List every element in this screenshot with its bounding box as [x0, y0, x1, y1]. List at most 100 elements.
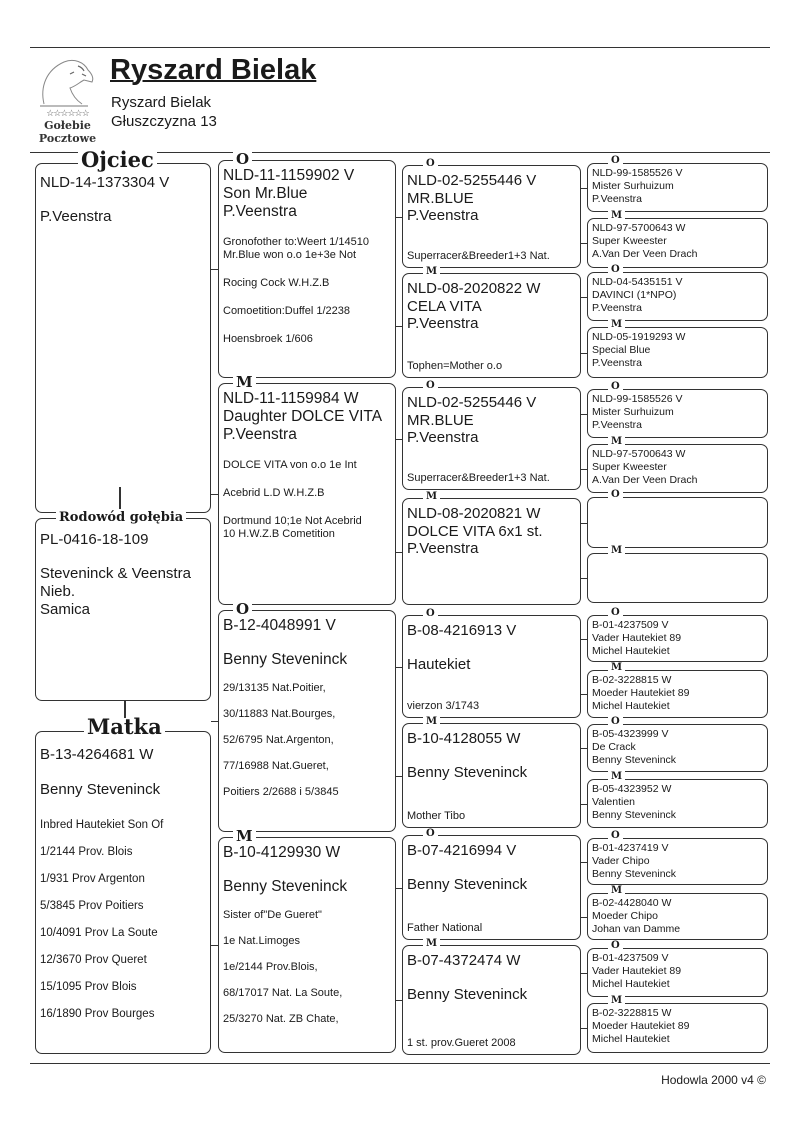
parent-line: Benny Steveninck [223, 651, 348, 668]
grandparent-box: O NLD-02-5255446 V MR.BLUE P.Veenstra Superr… [402, 158, 581, 268]
grandparent-line: MR.BLUE [407, 411, 474, 429]
pigeon-label: Rodowód gołębia [56, 509, 187, 527]
footer-rule [30, 1063, 770, 1064]
great-grandparent-line: B-01-4237509 V [592, 619, 669, 631]
logo-text-1: Gołebie [44, 119, 91, 132]
great-grandparent-line: Benny Steveninck [592, 809, 677, 821]
grandparent-line: Benny Steveninck [407, 763, 528, 781]
connector [119, 487, 121, 513]
parent-note: 30/11883 Nat.Bourges, [223, 708, 336, 720]
grandparent-line: B-08-4216913 V [407, 622, 517, 639]
grandparent-label: M [423, 938, 441, 950]
dam-note: 1/931 Prov Argenton [40, 873, 145, 885]
connector [211, 269, 218, 270]
footer-text: Hodowla 2000 v4 © [661, 1073, 766, 1087]
great-grandparent-line: NLD-04-5435151 V [592, 276, 683, 288]
dam-box: Matka B-13-4264681 W Benny Steveninck In… [35, 716, 211, 1054]
parent-label: O [233, 150, 253, 168]
grandparent-line: P.Veenstra [407, 315, 479, 332]
parent-note: 1e Nat.Limoges [223, 935, 301, 947]
parent-line: NLD-11-1159984 W [223, 390, 359, 407]
grandparent-label: O [423, 828, 438, 840]
connector [396, 1000, 402, 1001]
great-grandparent-line: Michel Hautekiet [592, 1033, 670, 1045]
dam-breeder: Benny Steveninck [40, 781, 161, 798]
grandparent-line: Hautekiet [407, 655, 471, 673]
logo-stars: ☆☆☆☆☆☆ [46, 108, 89, 118]
parent-label: M [233, 827, 256, 845]
great-grandparent-line: NLD-05-1919293 W [592, 331, 686, 343]
parent-note: Hoensbroek 1/606 [223, 333, 313, 345]
great-grandparent-line: Moeder Hautekiet 89 [592, 1020, 690, 1032]
grandparent-line: P.Veenstra [407, 540, 479, 557]
parent-note: Sister of"De Gueret" [223, 909, 322, 921]
grandparent-line: Benny Steveninck [407, 985, 528, 1003]
grandparent-box: M NLD-08-2020821 W DOLCE VITA 6x1 st. P.Vee… [402, 491, 581, 605]
parent-note: 29/13135 Nat.Poitier, [223, 682, 326, 694]
great-grandparent-line: P.Veenstra [592, 193, 643, 205]
dam-note: 5/3845 Prov Poitiers [40, 900, 144, 912]
great-grandparent-box: O B-01-4237419 V Vader Chipo Benny Stevenin… [587, 830, 768, 885]
grandparent-note: Superracer&Breeder1+3 Nat. [407, 472, 550, 484]
owner-address: Głuszczyzna 13 [111, 113, 217, 130]
connector [581, 352, 587, 354]
connector [581, 1028, 587, 1029]
connector [581, 748, 587, 749]
connector [581, 243, 587, 244]
great-grandparent-label: O [608, 155, 623, 167]
great-grandparent-box: O NLD-04-5435151 V DAVINCI (1*NPO) P.Veenst… [587, 264, 768, 321]
grandparent-line: CELA VITA [407, 297, 482, 315]
grandparent-note: Superracer&Breeder1+3 Nat. [407, 250, 550, 262]
grandparent-line: NLD-08-2020822 W [407, 280, 541, 297]
connector [581, 522, 587, 524]
great-grandparent-box: O NLD-99-1585526 V Mister Surhuizum P.Veens… [587, 155, 768, 212]
dam-note: 12/3670 Prov Queret [40, 954, 147, 966]
pigeon-color: Nieb. [40, 583, 76, 600]
great-grandparent-line: B-05-4323999 V [592, 728, 669, 740]
great-grandparent-line: B-01-4237509 V [592, 952, 669, 964]
grandparent-label: M [423, 266, 441, 278]
pigeon-breeder: Steveninck & Veenstra [40, 565, 191, 582]
dam-label: Matka [84, 716, 165, 737]
pigeon-box: Rodowód gołębia PL-0416-18-109 Steveninc… [35, 509, 211, 701]
parent-line: B-12-4048991 V [223, 617, 336, 634]
great-grandparent-box: O B-01-4237509 V Vader Hautekiet 89 Michel … [587, 940, 768, 997]
great-grandparent-line: B-05-4323952 W [592, 783, 672, 795]
great-grandparent-line: Mister Surhuizum [592, 180, 674, 192]
great-grandparent-line: Vader Chipo [592, 855, 650, 867]
great-grandparent-label: M [608, 545, 626, 557]
parent-note: Dortmund 10;1e Not Acebrid 10 H.W.Z.B Co… [223, 515, 362, 540]
great-grandparent-line: Moeder Chipo [592, 910, 658, 922]
great-grandparent-box: O [587, 489, 768, 548]
connector [581, 413, 587, 415]
parent-line: Benny Steveninck [223, 878, 348, 895]
grandparent-box: M B-07-4372474 W Benny Steveninck 1 st. pro… [402, 938, 581, 1055]
sire-ring: NLD-14-1373304 V [40, 174, 170, 191]
grandparent-note: Mother Tibo [407, 810, 466, 822]
connector [124, 701, 126, 727]
dam-note: 15/1095 Prov Blois [40, 981, 137, 993]
grandparent-note: 1 st. prov.Gueret 2008 [407, 1037, 516, 1049]
parent-note: Rocing Cock W.H.Z.B [223, 277, 330, 289]
grandparent-box: M B-10-4128055 W Benny Steveninck Mother Ti… [402, 716, 581, 828]
great-grandparent-line: Michel Hautekiet [592, 978, 670, 990]
grandparent-box: O B-08-4216913 V Hautekiet vierzon 3/1743 [402, 608, 581, 718]
great-grandparent-box: M NLD-97-5700643 W Super Kweester A.Van Der… [587, 210, 768, 268]
great-grandparent-line: A.Van Der Veen Drach [592, 474, 698, 486]
great-grandparent-line: NLD-97-5700643 W [592, 448, 686, 460]
connector [581, 296, 587, 298]
great-grandparent-line: Valentien [592, 796, 636, 808]
great-grandparent-line: Super Kweester [592, 235, 667, 247]
parent-line: NLD-11-1159902 V [223, 167, 355, 184]
grandparent-box: M NLD-08-2020822 W CELA VITA P.Veenstra Toph… [402, 266, 581, 378]
grandparent-box: O B-07-4216994 V Benny Steveninck Father Na… [402, 828, 581, 940]
great-grandparent-line: B-02-4428040 W [592, 897, 672, 909]
great-grandparent-line: Johan van Damme [592, 923, 681, 935]
grandparent-line: NLD-02-5255446 V [407, 394, 537, 411]
grandparent-line: B-07-4372474 W [407, 952, 521, 969]
great-grandparent-label: O [608, 489, 623, 501]
sire-breeder: P.Veenstra [40, 208, 112, 225]
parent-note: Gronofother to:Weert 1/14510 Mr.Blue won… [223, 236, 369, 261]
grandparent-label: O [423, 380, 438, 392]
parent-note: 77/16988 Nat.Gueret, [223, 760, 329, 772]
